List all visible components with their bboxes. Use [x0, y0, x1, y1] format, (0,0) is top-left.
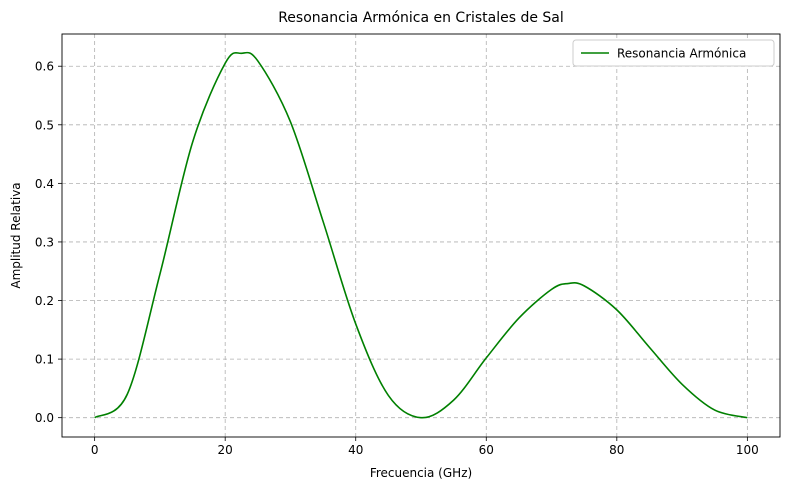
y-tick-label: 0.0: [35, 411, 54, 425]
y-tick-label: 0.6: [35, 60, 54, 74]
y-axis-label: Amplitud Relativa: [9, 182, 23, 288]
x-tick-label: 80: [609, 443, 624, 457]
legend: Resonancia Armónica: [572, 39, 775, 67]
legend-box: [572, 39, 775, 67]
plot-area-frame: [61, 33, 781, 438]
x-axis-label: Frecuencia (GHz): [370, 466, 472, 480]
y-tick-label: 0.2: [35, 294, 54, 308]
y-tick-label: 0.1: [35, 353, 54, 367]
series-line: [94, 51, 748, 419]
x-tick-label: 60: [479, 443, 494, 457]
y-tick-label: 0.4: [35, 177, 54, 191]
x-tick-label: 40: [348, 443, 363, 457]
y-tick-label: 0.5: [35, 118, 54, 132]
axis-ticks: 0 20 40 60 80 100 0.0 0.1 0.2 0.3 0.4 0.5 0.6: [35, 60, 759, 457]
legend-label: Resonancia Armónica: [617, 47, 746, 61]
x-tick-label: 0: [91, 443, 99, 457]
x-tick-label: 100: [736, 443, 759, 457]
x-tick-label: 20: [218, 443, 233, 457]
y-tick-label: 0.3: [35, 235, 54, 249]
chart-title: Resonancia Armónica en Cristales de Sal: [278, 10, 564, 26]
